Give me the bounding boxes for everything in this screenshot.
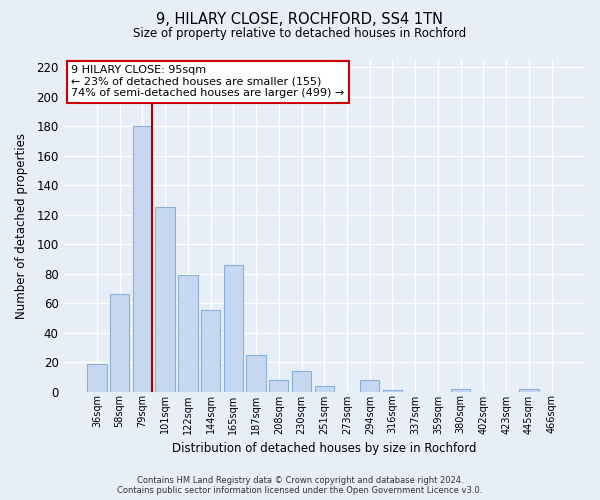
Bar: [519, 388, 539, 392]
Bar: [314, 386, 334, 392]
Text: Size of property relative to detached houses in Rochford: Size of property relative to detached ho…: [133, 28, 467, 40]
Bar: [201, 310, 220, 392]
X-axis label: Distribution of detached houses by size in Rochford: Distribution of detached houses by size …: [172, 442, 476, 455]
Bar: [383, 390, 402, 392]
Bar: [178, 275, 197, 392]
Text: 9, HILARY CLOSE, ROCHFORD, SS4 1TN: 9, HILARY CLOSE, ROCHFORD, SS4 1TN: [157, 12, 443, 28]
Bar: [224, 265, 243, 392]
Bar: [360, 380, 379, 392]
Bar: [87, 364, 107, 392]
Bar: [155, 208, 175, 392]
Text: Contains HM Land Registry data © Crown copyright and database right 2024.
Contai: Contains HM Land Registry data © Crown c…: [118, 476, 482, 495]
Bar: [110, 294, 130, 392]
Y-axis label: Number of detached properties: Number of detached properties: [15, 133, 28, 319]
Bar: [247, 354, 266, 392]
Bar: [451, 388, 470, 392]
Bar: [133, 126, 152, 392]
Bar: [269, 380, 289, 392]
Text: 9 HILARY CLOSE: 95sqm
← 23% of detached houses are smaller (155)
74% of semi-det: 9 HILARY CLOSE: 95sqm ← 23% of detached …: [71, 65, 344, 98]
Bar: [292, 371, 311, 392]
